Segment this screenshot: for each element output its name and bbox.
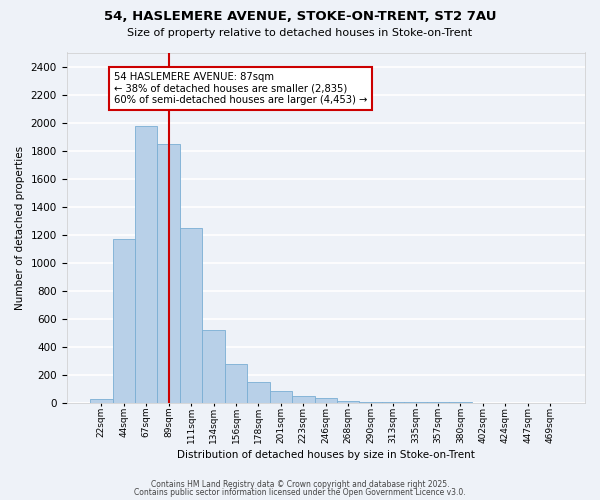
Text: 54 HASLEMERE AVENUE: 87sqm
← 38% of detached houses are smaller (2,835)
60% of s: 54 HASLEMERE AVENUE: 87sqm ← 38% of deta… <box>113 72 367 106</box>
Y-axis label: Number of detached properties: Number of detached properties <box>15 146 25 310</box>
Bar <box>337 401 359 402</box>
Bar <box>180 228 202 402</box>
Text: Size of property relative to detached houses in Stoke-on-Trent: Size of property relative to detached ho… <box>127 28 473 38</box>
Bar <box>90 399 113 402</box>
Bar <box>113 238 135 402</box>
Bar <box>292 396 314 402</box>
Bar <box>269 390 292 402</box>
Bar <box>202 330 225 402</box>
Bar <box>157 144 180 402</box>
X-axis label: Distribution of detached houses by size in Stoke-on-Trent: Distribution of detached houses by size … <box>177 450 475 460</box>
Bar <box>314 398 337 402</box>
Bar <box>247 382 269 402</box>
Text: Contains public sector information licensed under the Open Government Licence v3: Contains public sector information licen… <box>134 488 466 497</box>
Text: Contains HM Land Registry data © Crown copyright and database right 2025.: Contains HM Land Registry data © Crown c… <box>151 480 449 489</box>
Text: 54, HASLEMERE AVENUE, STOKE-ON-TRENT, ST2 7AU: 54, HASLEMERE AVENUE, STOKE-ON-TRENT, ST… <box>104 10 496 23</box>
Bar <box>135 126 157 402</box>
Bar <box>225 364 247 403</box>
